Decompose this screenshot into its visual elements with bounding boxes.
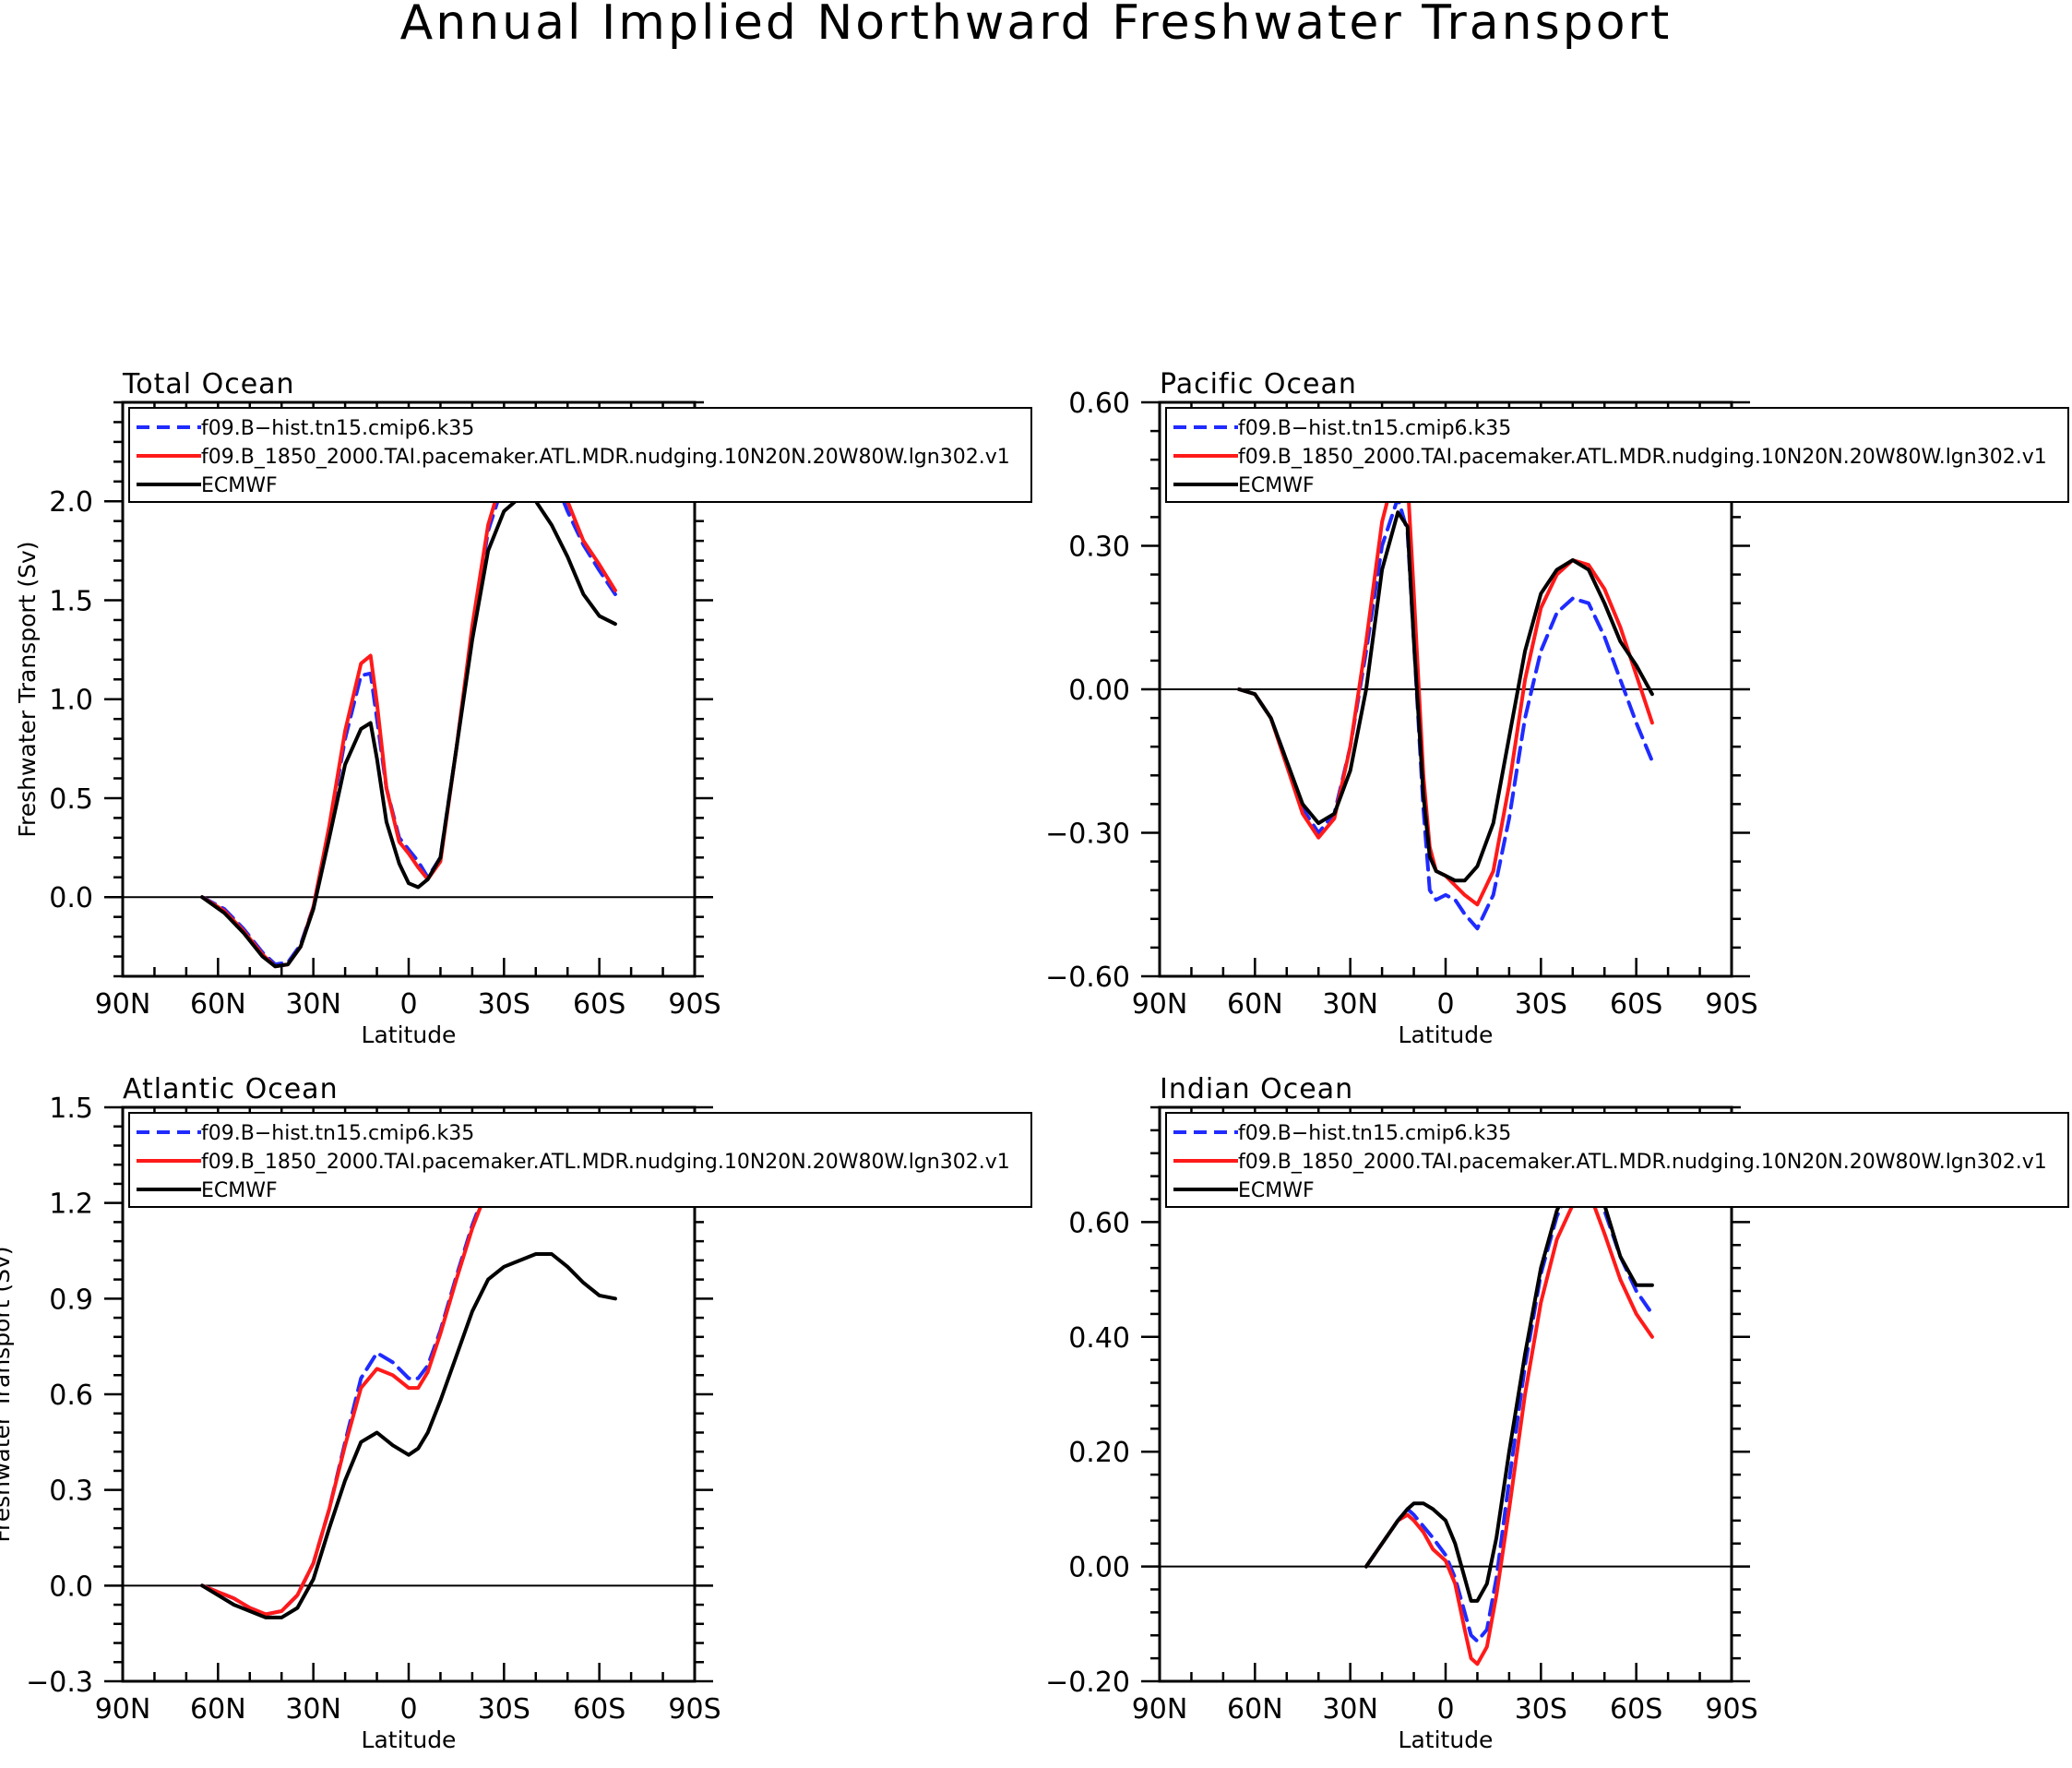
y-tick-label: 1.0 xyxy=(49,685,93,717)
panel-4: Indian Ocean 90N 60N 30N 0 30S 60S 90S −0.20 0.00… xyxy=(1045,1073,2069,1753)
x-tick-label: 0 xyxy=(1436,988,1454,1021)
legend-box xyxy=(1165,407,2069,503)
x-tick-label: 90N xyxy=(95,1693,151,1726)
y-tick-label: 0.0 xyxy=(49,1571,93,1603)
legend-label-1: f09.B−hist.tn15.cmip6.k35 xyxy=(201,417,474,440)
y-tick-label: −0.20 xyxy=(1045,1666,1130,1699)
x-tick-label: 60N xyxy=(1227,1693,1283,1726)
y-tick-label: 0.5 xyxy=(49,783,93,816)
x-axis-label: Latitude xyxy=(362,1726,457,1753)
panel-title: Total Ocean xyxy=(122,368,295,400)
legend-box xyxy=(128,1112,1032,1208)
y-tick-label: 0.60 xyxy=(1068,1207,1130,1239)
legend-label-1: f09.B−hist.tn15.cmip6.k35 xyxy=(1238,417,1511,440)
y-tick-label: 0.40 xyxy=(1068,1322,1130,1355)
y-tick-label: 1.5 xyxy=(49,1093,93,1125)
y-tick-label: 0.60 xyxy=(1068,388,1130,420)
y-tick-label: 2.0 xyxy=(49,486,93,519)
legend-label-1: f09.B−hist.tn15.cmip6.k35 xyxy=(201,1122,474,1145)
x-tick-label: 0 xyxy=(399,1693,417,1726)
x-axis-label: Latitude xyxy=(1399,1726,1494,1753)
x-tick-label: 30N xyxy=(285,988,341,1021)
x-tick-label: 90N xyxy=(95,988,151,1021)
legend-box xyxy=(128,407,1032,503)
series-group xyxy=(1237,458,1654,931)
legend-label-3: ECMWF xyxy=(201,1179,278,1202)
x-tick-label: 90S xyxy=(668,1693,720,1726)
x-tick-label: 60N xyxy=(190,988,246,1021)
legend-label-3: ECMWF xyxy=(1238,474,1315,497)
legend-label-2: f09.B_1850_2000.TAI.pacemaker.ATL.MDR.nu… xyxy=(201,1151,1010,1174)
y-tick-label: −0.30 xyxy=(1045,818,1130,851)
x-tick-label: 60N xyxy=(190,1693,246,1726)
series-group xyxy=(1363,1163,1654,1666)
x-tick-label: 30S xyxy=(478,988,530,1021)
y-tick-label: 1.2 xyxy=(49,1189,93,1221)
legend-label-2: f09.B_1850_2000.TAI.pacemaker.ATL.MDR.nu… xyxy=(201,446,1010,469)
x-axis-label: Latitude xyxy=(362,1021,457,1048)
x-tick-label: 60N xyxy=(1227,988,1283,1021)
legend-label-3: ECMWF xyxy=(1238,1179,1315,1202)
x-tick-label: 30S xyxy=(1515,988,1567,1021)
series-group xyxy=(200,437,617,969)
y-tick-label: 1.5 xyxy=(49,585,93,617)
series-line-3 xyxy=(200,1252,617,1619)
y-tick-label: 0.0 xyxy=(49,882,93,914)
y-tick-label: 0.00 xyxy=(1068,1552,1130,1584)
x-tick-label: 30N xyxy=(1322,988,1378,1021)
series-line-2 xyxy=(200,437,617,969)
x-tick-label: 0 xyxy=(1436,1693,1454,1726)
y-tick-label: −0.60 xyxy=(1045,962,1130,994)
x-tick-label: 30N xyxy=(1322,1693,1378,1726)
legend: f09.B−hist.tn15.cmip6.k35 f09.B_1850_2000… xyxy=(128,407,1032,503)
series-line-3 xyxy=(1237,510,1654,883)
y-tick-label: 0.6 xyxy=(49,1380,93,1412)
x-tick-label: 60S xyxy=(573,1693,625,1726)
x-tick-label: 90N xyxy=(1132,1693,1188,1726)
y-axis-label: Freshwater Transport (Sv) xyxy=(14,541,41,837)
x-tick-label: 90S xyxy=(668,988,720,1021)
series-line-3 xyxy=(1363,1163,1654,1603)
series-line-1 xyxy=(1363,1168,1654,1643)
legend: f09.B−hist.tn15.cmip6.k35 f09.B_1850_2000… xyxy=(1165,407,2069,503)
x-tick-label: 90N xyxy=(1132,988,1188,1021)
series-line-3 xyxy=(200,496,617,969)
series-line-1 xyxy=(1237,496,1654,931)
y-tick-label: 0.20 xyxy=(1068,1437,1130,1469)
y-tick-label: 0.00 xyxy=(1068,675,1130,707)
legend: f09.B−hist.tn15.cmip6.k35 f09.B_1850_2000… xyxy=(1165,1112,2069,1208)
panel-3: Atlantic Ocean 90N 60N 30N 0 30S 60S 90S −0.3 0.0… xyxy=(0,1073,1032,1753)
legend-label-2: f09.B_1850_2000.TAI.pacemaker.ATL.MDR.nu… xyxy=(1238,1151,2047,1174)
x-tick-label: 90S xyxy=(1705,988,1757,1021)
panel-1: Total Ocean 90N 60N 30N 0 30S 60S 90S 0.0 0.5 1.0 1… xyxy=(14,368,1032,1048)
x-tick-label: 60S xyxy=(573,988,625,1021)
x-tick-label: 60S xyxy=(1610,988,1662,1021)
y-tick-label: 0.9 xyxy=(49,1284,93,1316)
x-tick-label: 90S xyxy=(1705,1693,1757,1726)
legend: f09.B−hist.tn15.cmip6.k35 f09.B_1850_2000… xyxy=(128,1112,1032,1208)
legend-label-2: f09.B_1850_2000.TAI.pacemaker.ATL.MDR.nu… xyxy=(1238,446,2047,469)
panel-title: Pacific Ocean xyxy=(1160,368,1357,400)
y-tick-label: 0.30 xyxy=(1068,532,1130,564)
y-axis-label: Freshwater Transport (Sv) xyxy=(0,1246,15,1542)
main-title: Annual Implied Northward Freshwater Tran… xyxy=(400,0,1673,51)
x-tick-label: 0 xyxy=(399,988,417,1021)
panel-title: Atlantic Ocean xyxy=(123,1073,339,1105)
legend-label-1: f09.B−hist.tn15.cmip6.k35 xyxy=(1238,1122,1511,1145)
series-line-2 xyxy=(1237,458,1654,907)
x-tick-label: 30S xyxy=(478,1693,530,1726)
panel-title: Indian Ocean xyxy=(1160,1073,1353,1105)
x-tick-label: 30S xyxy=(1515,1693,1567,1726)
x-axis-label: Latitude xyxy=(1399,1021,1494,1048)
legend-box xyxy=(1165,1112,2069,1208)
series-line-2 xyxy=(1363,1191,1654,1666)
x-tick-label: 30N xyxy=(285,1693,341,1726)
y-tick-label: −0.3 xyxy=(26,1666,93,1699)
legend-label-3: ECMWF xyxy=(201,474,278,497)
y-tick-label: 0.3 xyxy=(49,1475,93,1508)
x-tick-label: 60S xyxy=(1610,1693,1662,1726)
panel-2: Pacific Ocean 90N 60N 30N 0 30S 60S 90S −0.60 −0.… xyxy=(1045,368,2069,1048)
panels: Total Ocean 90N 60N 30N 0 30S 60S 90S 0.0 0.5 1.0 1… xyxy=(0,368,2069,1753)
